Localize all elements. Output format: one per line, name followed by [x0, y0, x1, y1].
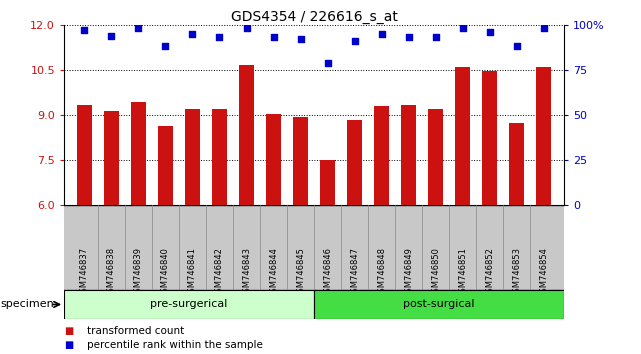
Text: post-surgical: post-surgical — [403, 299, 475, 309]
Point — [269, 35, 279, 40]
Point — [404, 35, 414, 40]
Bar — [374, 106, 389, 205]
Bar — [314, 290, 564, 319]
Point — [214, 35, 224, 40]
Bar — [239, 65, 254, 205]
Bar — [77, 104, 92, 205]
Point — [538, 25, 549, 31]
Point — [296, 36, 306, 42]
Point — [242, 25, 252, 31]
Point — [322, 60, 333, 65]
Bar — [347, 120, 362, 205]
Bar — [104, 110, 119, 205]
Point — [160, 44, 171, 49]
Bar — [293, 116, 308, 205]
Bar — [510, 122, 524, 205]
Bar — [64, 290, 314, 319]
Bar — [185, 109, 200, 205]
Text: transformed count: transformed count — [87, 326, 184, 336]
Point — [349, 38, 360, 44]
Bar — [266, 114, 281, 205]
Text: ■: ■ — [64, 326, 73, 336]
Text: specimen: specimen — [0, 299, 54, 309]
Point — [187, 31, 197, 37]
Bar — [401, 104, 416, 205]
Point — [458, 25, 468, 31]
Bar — [482, 72, 497, 205]
Point — [485, 29, 495, 35]
Text: ■: ■ — [64, 340, 73, 350]
Bar — [320, 160, 335, 205]
Bar — [212, 109, 227, 205]
Text: pre-surgerical: pre-surgerical — [151, 299, 228, 309]
Title: GDS4354 / 226616_s_at: GDS4354 / 226616_s_at — [231, 10, 397, 24]
Bar — [428, 109, 443, 205]
Point — [431, 35, 441, 40]
Bar — [131, 102, 146, 205]
Text: percentile rank within the sample: percentile rank within the sample — [87, 340, 262, 350]
Point — [512, 44, 522, 49]
Bar — [537, 67, 551, 205]
Point — [79, 27, 90, 33]
Bar — [158, 126, 173, 205]
Point — [376, 31, 387, 37]
Point — [106, 33, 117, 39]
Point — [133, 25, 144, 31]
Bar — [455, 67, 470, 205]
